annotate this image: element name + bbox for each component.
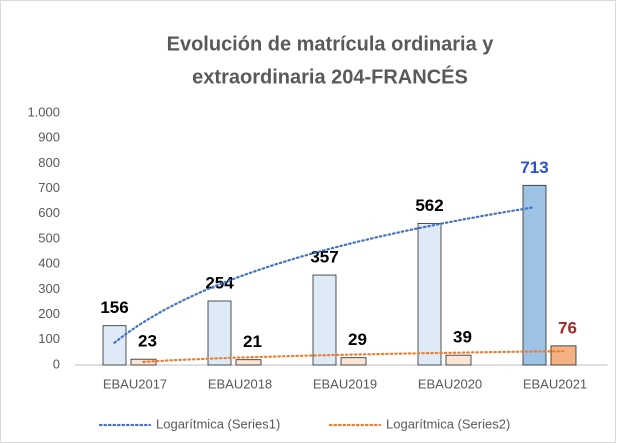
bar	[102, 325, 127, 366]
x-tick-label: EBAU2019	[313, 376, 377, 391]
data-label: 156	[100, 298, 128, 317]
bar	[340, 357, 367, 366]
y-tick-label: 0	[53, 356, 60, 371]
y-tick-label: 700	[38, 180, 60, 195]
legend-label: Logarítmica (Series1)	[156, 416, 280, 431]
y-tick-label: 900	[38, 130, 60, 145]
y-tick-label: 200	[38, 306, 60, 321]
bar	[207, 300, 232, 366]
data-label: 713	[520, 158, 548, 177]
data-label: 39	[453, 328, 472, 347]
data-label: 21	[243, 332, 262, 351]
trendline	[142, 350, 565, 363]
bar	[312, 274, 337, 366]
bar	[417, 222, 442, 366]
y-tick-label: 300	[38, 281, 60, 296]
y-tick-label: 600	[38, 205, 60, 220]
data-label: 76	[558, 318, 577, 337]
data-label: 254	[205, 273, 234, 292]
bar	[550, 345, 577, 366]
chart-title: Evolución de matrícula ordinaria y	[167, 33, 495, 55]
data-label: 562	[415, 196, 443, 215]
chart-title: extraordinaria 204-FRANCÉS	[192, 65, 468, 88]
x-tick-label: EBAU2017	[103, 376, 167, 391]
data-label: 29	[348, 330, 367, 349]
y-tick-label: 400	[38, 256, 60, 271]
trendline	[113, 206, 536, 344]
bar	[522, 184, 547, 366]
x-tick-label: EBAU2018	[208, 376, 272, 391]
y-tick-label: 1.000	[27, 104, 60, 119]
bar	[445, 354, 472, 366]
data-label: 357	[310, 248, 338, 267]
y-tick-label: 800	[38, 155, 60, 170]
y-tick-label: 500	[38, 230, 60, 245]
x-tick-label: EBAU2020	[418, 376, 482, 391]
data-label: 23	[138, 332, 157, 351]
x-tick-label: EBAU2021	[523, 376, 587, 391]
y-tick-label: 100	[38, 331, 60, 346]
bar	[235, 359, 262, 366]
legend-label: Logarítmica (Series2)	[386, 416, 510, 431]
